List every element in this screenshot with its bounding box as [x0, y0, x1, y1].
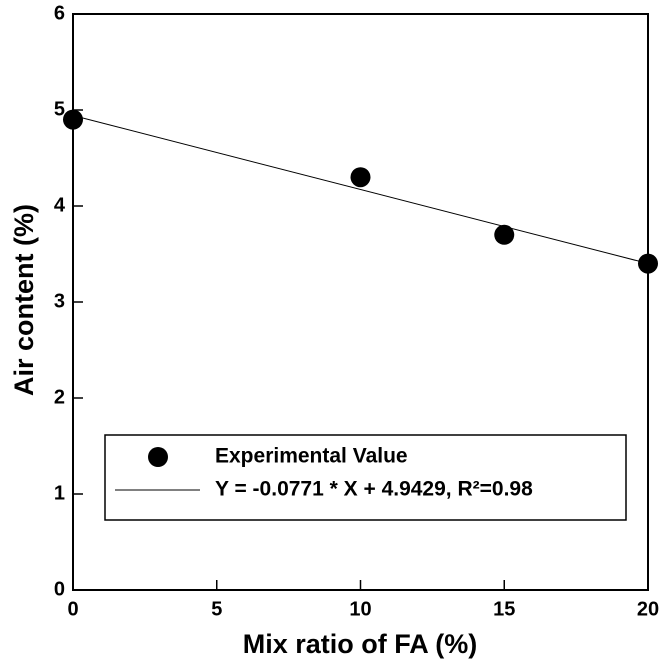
x-tick-label: 10 [349, 598, 371, 620]
fit-line [72, 114, 649, 264]
y-tick-label: 3 [54, 290, 65, 312]
x-tick-label: 5 [211, 598, 222, 620]
y-tick-label: 2 [54, 386, 65, 408]
data-point [63, 109, 83, 130]
x-tick-label: 20 [637, 598, 659, 620]
data-point [494, 224, 515, 245]
legend-label: Experimental Value [215, 445, 408, 468]
y-tick-label: 5 [54, 98, 65, 120]
legend-label: Y = -0.0771 * X + 4.9429, R²=0.98 [215, 478, 533, 501]
y-tick-label: 0 [54, 578, 65, 600]
x-axis-label: Mix ratio of FA (%) [243, 629, 478, 659]
x-tick-label: 0 [67, 598, 78, 620]
legend-marker [148, 447, 168, 467]
data-point [350, 167, 371, 188]
y-tick-label: 1 [54, 482, 65, 504]
y-axis-label: Air content (%) [9, 204, 39, 396]
y-tick-label: 6 [54, 2, 65, 24]
x-tick-label: 15 [493, 598, 515, 620]
y-tick-label: 4 [54, 194, 66, 216]
legend-box [104, 434, 627, 521]
data-point [638, 253, 658, 274]
